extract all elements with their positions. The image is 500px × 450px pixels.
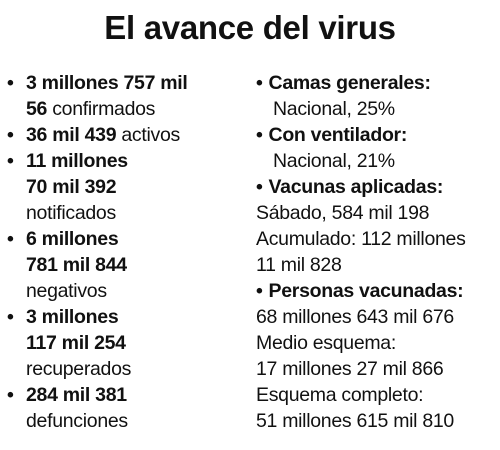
vacunas-sabado: Sábado, 584 mil 198 xyxy=(256,202,430,224)
activos-label: activos xyxy=(121,124,180,146)
stat-ventilador: • Con ventilador: Nacional, 21% xyxy=(256,122,500,174)
stat-notificados: • 11 millones 70 mil 392 notificados xyxy=(6,148,251,226)
confirmados-label: confirmados xyxy=(52,98,156,120)
bullet-icon: • xyxy=(7,124,14,146)
bullet-icon: • xyxy=(256,124,263,146)
stat-defunciones: • 284 mil 381 defunciones xyxy=(6,382,251,434)
vacunas-heading: • Vacunas aplicadas: xyxy=(256,174,500,200)
bullet-icon: • xyxy=(7,228,14,250)
cases-column: • 3 millones 757 mil 56 confirmados • 36… xyxy=(6,70,251,434)
vacunas-heading-text: Vacunas aplicadas: xyxy=(268,176,444,198)
notificados-value-line1: 11 millones xyxy=(26,150,128,172)
personas-medio-value: 17 millones 27 mil 866 xyxy=(256,358,444,380)
stat-recuperados: • 3 millones 117 mil 254 recuperados xyxy=(6,304,251,382)
bullet-icon: • xyxy=(256,176,263,198)
negativos-value-line2: 781 mil 844 xyxy=(26,254,127,276)
stat-camas: • Camas generales: Nacional, 25% xyxy=(256,70,500,122)
ventilador-value: Nacional, 21% xyxy=(273,150,395,172)
hospital-vaccine-column: • Camas generales: Nacional, 25% • Con ven… xyxy=(256,70,500,434)
defunciones-label: defunciones xyxy=(26,410,128,432)
stat-confirmados: • 3 millones 757 mil 56 confirmados xyxy=(6,70,251,122)
stat-personas: • Personas vacunadas: 68 millones 643 mil… xyxy=(256,278,500,434)
personas-total: 68 millones 643 mil 676 xyxy=(256,306,454,328)
negativos-label: negativos xyxy=(26,280,107,302)
stat-activos: • 36 mil 439 activos xyxy=(6,122,251,148)
recuperados-value-line2: 117 mil 254 xyxy=(26,332,126,354)
bullet-icon: • xyxy=(256,72,263,94)
recuperados-value-line1: 3 millones xyxy=(26,306,119,328)
camas-heading-text: Camas generales: xyxy=(268,72,431,94)
bullet-icon: • xyxy=(7,150,14,172)
negativos-value-line1: 6 millones xyxy=(26,228,119,250)
recuperados-label: recuperados xyxy=(26,358,132,380)
stat-vacunas: • Vacunas aplicadas: Sábado, 584 mil 198 … xyxy=(256,174,500,278)
bullet-icon: • xyxy=(7,306,14,328)
bullet-icon: • xyxy=(7,72,14,94)
camas-value: Nacional, 25% xyxy=(273,98,395,120)
confirmados-value-line2: 56 xyxy=(26,98,48,120)
defunciones-value: 284 mil 381 xyxy=(26,384,127,406)
personas-medio-label: Medio esquema: xyxy=(256,332,396,354)
ventilador-heading: • Con ventilador: xyxy=(256,122,500,148)
personas-heading-text: Personas vacunadas: xyxy=(268,280,464,302)
vacunas-acumulado-cont: 11 mil 828 xyxy=(256,254,342,276)
notificados-value-line2: 70 mil 392 xyxy=(26,176,117,198)
ventilador-heading-text: Con ventilador: xyxy=(268,124,408,146)
bullet-icon: • xyxy=(7,384,14,406)
headline: El avance del virus xyxy=(104,9,396,46)
activos-value: 36 mil 439 xyxy=(26,124,117,146)
vacunas-acumulado: Acumulado: 112 millones xyxy=(256,228,466,250)
personas-completo-label: Esquema completo: xyxy=(256,384,424,406)
personas-completo-value: 51 millones 615 mil 810 xyxy=(256,410,454,432)
personas-heading: • Personas vacunadas: xyxy=(256,278,500,304)
bullet-icon: • xyxy=(256,280,263,302)
confirmados-value-line1: 3 millones 757 mil xyxy=(26,72,188,94)
stat-negativos: • 6 millones 781 mil 844 negativos xyxy=(6,226,251,304)
notificados-label: notificados xyxy=(26,202,116,224)
camas-heading: • Camas generales: xyxy=(256,70,500,96)
